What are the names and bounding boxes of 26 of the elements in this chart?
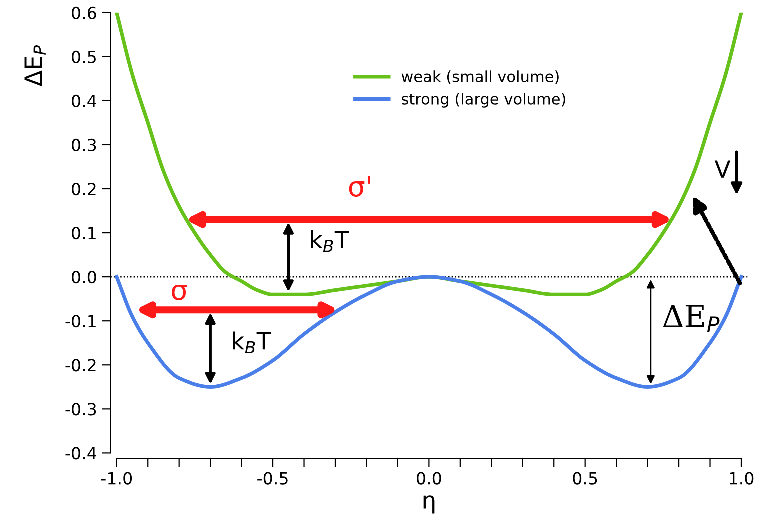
annotation: V [714,160,731,178]
y-tick-label: 0.6 [72,6,96,20]
x-tick-label: -1.0 [101,472,132,485]
x-axis-title: η [424,496,435,514]
x-tick-label: 0.0 [417,472,442,485]
x-tick-label: -0.5 [258,472,288,485]
annotation: σ' [349,176,370,198]
annotation: k$_{B}$T [311,230,350,252]
x-tick-label: 0.5 [573,472,598,485]
x-tick-label: 1.0 [730,472,754,485]
annotation: k$_{B}$T [233,332,272,354]
y-tick-label: 0.0 [72,271,96,284]
y-tick-label: 0.5 [72,50,96,64]
annotation: σ [172,284,188,301]
y-tick-label: -0.3 [66,403,96,416]
y-tick-label: 0.1 [72,227,96,240]
y-axis-title: ΔE$_{P}$ [24,45,46,87]
y-tick-label: -0.4 [66,447,97,460]
legend-label: strong (large volume) [402,93,566,108]
y-tick-label: 0.4 [72,94,97,108]
y-tick-label: -0.2 [66,359,96,372]
y-tick-label: 0.3 [72,138,96,152]
y-tick-label: 0.2 [72,182,96,196]
y-tick-label: -0.1 [66,315,96,328]
annotation: ΔE$_{P}$ [663,305,720,332]
legend-label: weak (small volume) [402,70,559,84]
